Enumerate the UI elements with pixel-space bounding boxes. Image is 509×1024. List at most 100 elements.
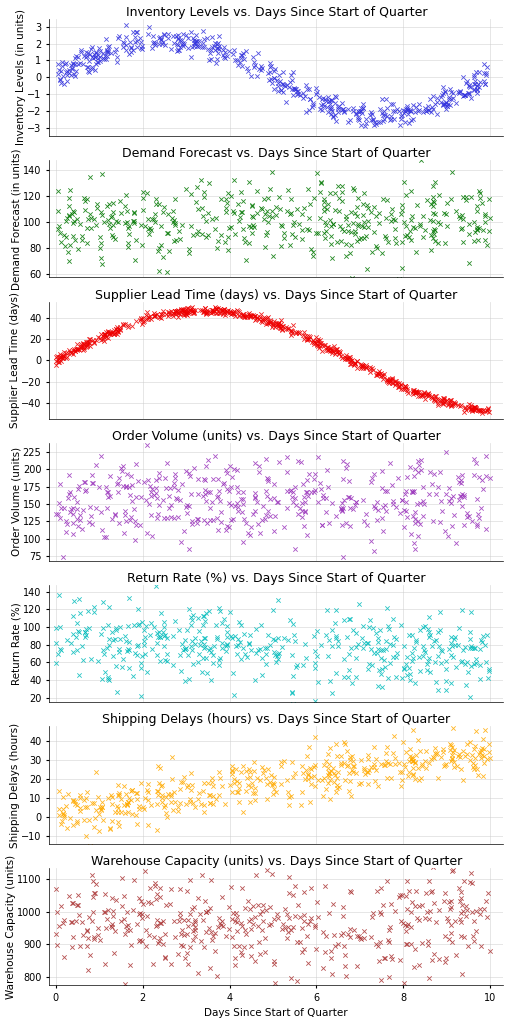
Point: [414, 464, 422, 480]
Point: [322, 928, 330, 944]
Point: [62, 65, 70, 81]
Point: [259, 765, 267, 781]
Point: [323, 201, 331, 217]
Point: [240, 626, 248, 642]
Point: [345, 783, 353, 800]
Point: [66, 181, 74, 198]
Point: [199, 35, 207, 51]
Point: [155, 465, 163, 481]
Point: [462, 907, 470, 924]
Point: [237, 204, 245, 220]
Point: [257, 306, 265, 323]
Point: [262, 311, 270, 328]
Point: [185, 304, 193, 321]
Point: [431, 174, 439, 190]
Point: [419, 494, 427, 510]
Point: [425, 911, 433, 928]
Point: [330, 773, 338, 790]
Point: [62, 512, 70, 528]
Point: [410, 468, 418, 484]
Point: [265, 916, 273, 933]
Point: [144, 26, 152, 42]
Point: [186, 302, 194, 318]
Point: [328, 495, 336, 511]
Point: [123, 796, 131, 812]
Point: [445, 91, 454, 108]
Point: [138, 906, 147, 923]
Point: [391, 902, 400, 919]
Point: [471, 456, 479, 472]
Point: [353, 359, 361, 376]
Point: [214, 35, 222, 51]
Point: [320, 203, 328, 219]
Point: [178, 636, 186, 652]
Point: [402, 187, 410, 204]
Point: [409, 767, 417, 783]
Point: [475, 745, 484, 762]
Point: [389, 744, 398, 761]
Point: [275, 455, 283, 471]
Point: [287, 970, 295, 986]
Point: [467, 865, 475, 882]
Point: [229, 758, 237, 774]
Point: [426, 903, 434, 920]
Point: [70, 593, 78, 609]
Point: [219, 42, 227, 58]
Point: [413, 102, 421, 119]
Point: [346, 245, 354, 261]
Point: [316, 338, 324, 354]
Point: [314, 331, 322, 347]
Point: [215, 41, 223, 57]
Point: [274, 315, 282, 332]
Point: [139, 184, 147, 201]
Point: [389, 637, 397, 653]
Point: [238, 880, 246, 896]
Point: [199, 608, 207, 625]
Point: [85, 812, 93, 828]
Point: [446, 84, 455, 100]
Point: [235, 213, 243, 229]
Point: [153, 506, 161, 522]
Point: [188, 641, 196, 657]
Point: [103, 484, 111, 501]
Point: [385, 934, 393, 950]
Point: [408, 653, 416, 670]
Point: [112, 321, 120, 337]
Point: [52, 349, 60, 366]
Point: [200, 608, 208, 625]
Point: [480, 76, 489, 92]
Point: [390, 629, 398, 645]
Point: [299, 656, 307, 673]
Point: [374, 114, 382, 130]
Point: [289, 769, 297, 785]
Point: [333, 777, 341, 794]
Point: [315, 88, 323, 104]
Point: [98, 671, 106, 687]
Point: [431, 95, 439, 112]
Point: [198, 200, 206, 216]
Point: [154, 782, 162, 799]
Point: [399, 102, 407, 119]
Point: [462, 677, 470, 693]
Point: [362, 111, 371, 127]
Point: [73, 480, 81, 497]
Point: [83, 784, 92, 801]
Point: [218, 302, 227, 318]
Point: [112, 213, 121, 229]
Point: [200, 640, 208, 656]
Point: [229, 666, 237, 682]
Point: [157, 32, 165, 48]
Point: [188, 513, 196, 529]
Point: [411, 219, 419, 236]
Point: [285, 79, 293, 95]
Point: [56, 349, 64, 366]
Point: [248, 198, 257, 214]
Point: [331, 108, 339, 124]
Point: [271, 60, 279, 77]
Point: [292, 326, 300, 342]
Point: [343, 350, 351, 367]
Point: [340, 612, 348, 629]
Point: [117, 460, 125, 476]
Point: [173, 490, 181, 507]
Point: [373, 367, 381, 383]
